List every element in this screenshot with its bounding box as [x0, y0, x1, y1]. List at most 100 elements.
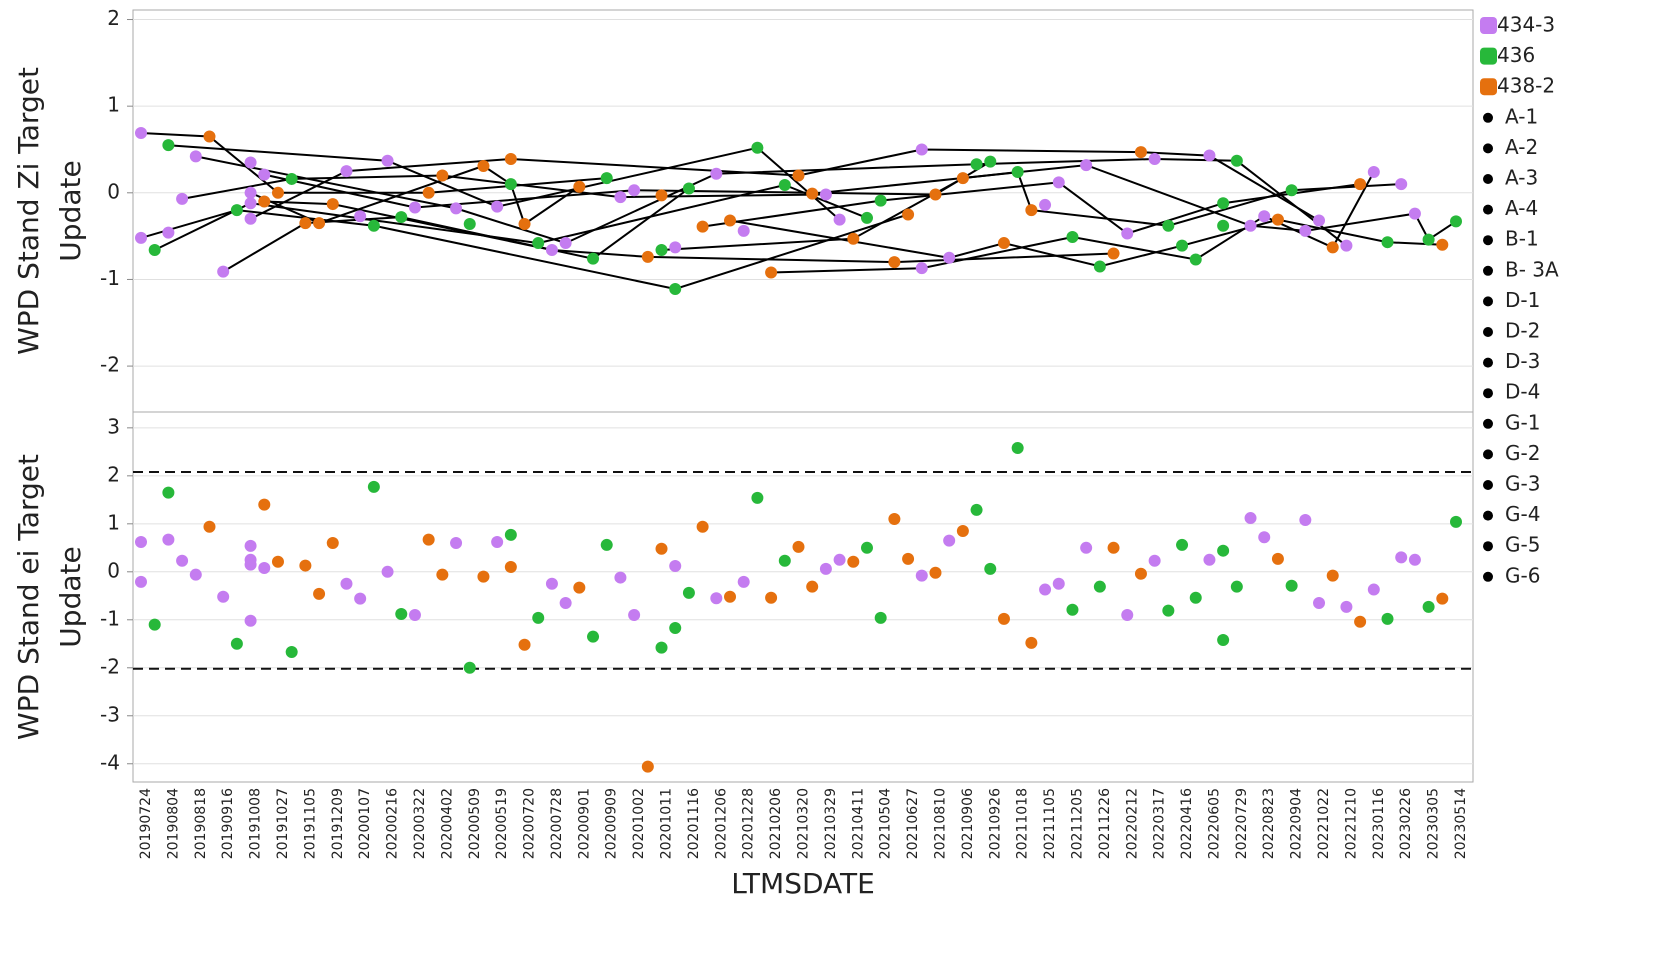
legend-label: D-2: [1505, 319, 1540, 343]
data-point: [806, 580, 819, 593]
x-tick-label: 20211205: [1069, 788, 1085, 859]
data-point: [436, 169, 449, 182]
data-point: [1011, 166, 1024, 179]
data-point: [1340, 600, 1353, 613]
y-tick-label: 0: [107, 179, 120, 203]
data-point: [1367, 166, 1380, 179]
legend-label: A-1: [1505, 104, 1538, 128]
data-point: [244, 212, 257, 225]
data-point: [792, 169, 805, 182]
data-point: [669, 282, 682, 295]
data-point: [1217, 219, 1230, 232]
data-point: [299, 559, 312, 572]
data-point: [806, 187, 819, 200]
data-point: [135, 536, 147, 549]
data-point: [1162, 604, 1175, 617]
data-point: [696, 220, 709, 233]
data-point: [997, 612, 1010, 625]
data-point: [299, 217, 312, 230]
data-point: [545, 577, 558, 590]
data-point: [217, 265, 230, 278]
data-point: [792, 540, 805, 553]
y-axis-title: Update: [54, 546, 87, 647]
legend-marker: [1483, 112, 1493, 123]
data-point: [271, 186, 284, 199]
data-point: [641, 250, 654, 263]
x-tick-label: 20190818: [193, 788, 209, 859]
data-point: [408, 608, 421, 621]
x-tick-label: 20220212: [1124, 788, 1140, 859]
legend-label: 434-3: [1497, 13, 1555, 37]
data-point: [1230, 580, 1243, 593]
x-tick-label: 20200901: [576, 788, 592, 859]
legend-label: D-1: [1505, 288, 1540, 312]
data-point: [655, 542, 668, 555]
data-point: [1148, 153, 1161, 166]
data-point: [970, 158, 983, 171]
data-point: [1354, 615, 1367, 628]
data-point: [833, 553, 846, 566]
x-tick-label: 20221022: [1316, 788, 1332, 859]
legend-label: G-4: [1505, 502, 1540, 526]
data-point: [1258, 531, 1271, 544]
data-point: [313, 587, 326, 600]
data-point: [1080, 159, 1093, 172]
data-point: [847, 232, 860, 245]
data-point: [587, 252, 600, 265]
legend-marker: [1483, 143, 1493, 154]
data-point: [545, 243, 558, 256]
x-axis-title: LTMSDATE: [731, 867, 875, 900]
data-point: [628, 608, 641, 621]
data-point: [1162, 219, 1175, 232]
data-point: [408, 201, 421, 214]
data-point: [230, 204, 243, 217]
y-tick-label: 0: [107, 558, 120, 582]
data-point: [765, 266, 778, 279]
data-point: [600, 172, 613, 185]
data-point: [737, 224, 750, 237]
data-point: [1025, 636, 1038, 649]
x-tick-label: 20200322: [412, 788, 428, 859]
data-point: [1299, 513, 1312, 526]
data-point: [1011, 441, 1024, 454]
data-point: [217, 590, 230, 603]
data-point: [1066, 603, 1079, 616]
data-point: [929, 566, 942, 579]
data-point: [778, 179, 791, 192]
data-point: [1217, 544, 1230, 557]
data-point: [587, 630, 600, 643]
x-tick-label: 20201116: [686, 788, 702, 859]
group-line: [702, 181, 1361, 235]
y-axis-title: Update: [54, 160, 87, 261]
data-point: [1271, 552, 1284, 565]
legend-marker: [1483, 571, 1493, 582]
x-tick-label: 20201228: [741, 788, 757, 859]
y-axis-title: WPD Stand ei Target: [12, 454, 45, 740]
data-point: [1230, 154, 1243, 167]
x-tick-label: 20220317: [1152, 788, 1168, 859]
data-point: [477, 570, 490, 583]
data-point: [819, 562, 832, 575]
x-tick-label: 20210926: [987, 788, 1003, 859]
data-point: [135, 231, 147, 244]
data-point: [655, 189, 668, 202]
data-point: [1080, 541, 1093, 554]
data-point: [915, 143, 928, 156]
group-line: [812, 164, 1457, 242]
data-point: [943, 251, 956, 264]
data-point: [1039, 583, 1052, 596]
data-point: [1395, 178, 1408, 191]
group-line: [771, 171, 1375, 274]
data-point: [751, 141, 764, 154]
data-point: [1436, 592, 1449, 605]
data-point: [1354, 178, 1367, 191]
x-tick-label: 20210504: [878, 788, 894, 859]
data-point: [176, 554, 189, 567]
data-point: [1121, 227, 1134, 240]
data-point: [162, 533, 175, 546]
data-point: [176, 192, 189, 205]
legend-marker: [1483, 204, 1493, 215]
data-point: [888, 513, 901, 526]
data-point: [354, 592, 367, 605]
data-point: [573, 180, 586, 193]
